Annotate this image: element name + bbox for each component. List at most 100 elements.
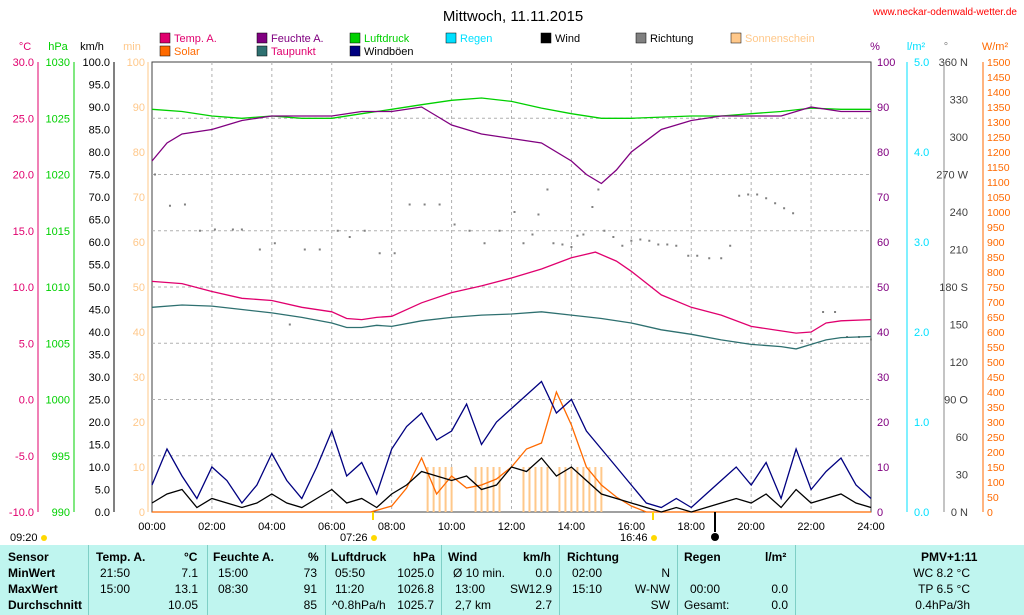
time-tick-label: 02:00 <box>198 521 226 533</box>
legend-label: Sonnenschein <box>745 33 815 45</box>
max-feuchte-time: 08:30 <box>218 582 249 596</box>
time-tick-label: 20:00 <box>737 521 765 533</box>
solar-tick-label: 900 <box>987 237 1005 249</box>
header-feuchte-unit: % <box>308 550 319 564</box>
wind-tick-label: 75.0 <box>89 170 110 182</box>
time-tick-label: 18:00 <box>677 521 705 533</box>
wind-tick-label: 95.0 <box>89 80 110 92</box>
legend-swatch <box>159 32 171 44</box>
solar-axis-unit: W/m² <box>982 41 1009 53</box>
column-divider <box>88 545 89 615</box>
direction-point <box>675 244 678 247</box>
sunshine-tick-label: 100 <box>127 57 145 69</box>
legend-swatch <box>540 32 552 44</box>
direction-point <box>522 242 525 245</box>
rain-tick-label: 0.0 <box>914 507 929 519</box>
humidity-tick-label: 40 <box>877 327 889 339</box>
humidity-line <box>151 106 871 185</box>
wind-tick-label: 5.0 <box>95 485 110 497</box>
header-richtung: Richtung <box>567 550 619 564</box>
direction-point <box>582 233 585 236</box>
humidity-tick-label: 90 <box>877 102 889 114</box>
legend-label: Feuchte A. <box>271 33 324 45</box>
solar-tick-label: 1000 <box>987 207 1011 219</box>
header-regen-unit: l/m² <box>765 550 787 564</box>
direction-point <box>498 229 501 232</box>
direction-tick-label: 180 S <box>939 282 968 294</box>
direction-point <box>576 234 579 237</box>
column-divider <box>325 545 326 615</box>
min-richtung-time: 02:00 <box>572 566 603 580</box>
solar-tick-label: 650 <box>987 312 1005 324</box>
max-wind-direction: SW <box>510 582 530 596</box>
direction-point <box>765 197 768 200</box>
sunshine-tick-label: 10 <box>133 462 145 474</box>
min-feuchte-time: 15:00 <box>218 566 249 580</box>
direction-point <box>303 248 306 251</box>
wind-tick-label: 25.0 <box>89 395 110 407</box>
wind-tick-label: 10.0 <box>89 462 110 474</box>
solar-tick-label: 450 <box>987 372 1005 384</box>
wind-tick-label: 15.0 <box>89 440 110 452</box>
max-richtung-time: 15:10 <box>572 582 603 596</box>
direction-point <box>393 252 396 255</box>
humidity-tick-label: 30 <box>877 372 889 384</box>
wind-tick-label: 50.0 <box>89 282 110 294</box>
sunshine-tick-label: 60 <box>133 237 145 249</box>
rain-axis-unit: l/m² <box>907 41 926 53</box>
legend-label: Windböen <box>364 46 414 58</box>
pressure-tick-label: 1010 <box>46 282 70 294</box>
temp-tick-label: -5.0 <box>15 451 34 463</box>
header-temp: Temp. A. <box>96 550 146 564</box>
direction-point <box>822 311 825 313</box>
column-divider <box>207 545 208 615</box>
legend-swatch <box>349 32 361 44</box>
legend-label: Luftdruck <box>364 33 410 45</box>
solar-tick-label: 0 <box>987 507 993 519</box>
solar-tick-label: 1350 <box>987 102 1011 114</box>
wind-tick-label: 40.0 <box>89 327 110 339</box>
column-divider <box>677 545 678 615</box>
temp-tick-label: 15.0 <box>13 226 34 238</box>
pmv-windchill: WC 8.2 °C <box>913 566 970 580</box>
wind-line <box>151 457 872 513</box>
wind-axis-unit: km/h <box>80 41 104 53</box>
pressure-axis-unit: hPa <box>48 41 68 53</box>
avg-feuchte-value: 85 <box>303 598 317 612</box>
row-avg-label: Durchschnitt <box>8 598 83 612</box>
wind-tick-label: 35.0 <box>89 350 110 362</box>
direction-point <box>738 194 741 197</box>
time-tick-label: 04:00 <box>258 521 286 533</box>
time-tick-label: 06:00 <box>318 521 346 533</box>
direction-point <box>834 311 837 313</box>
direction-point <box>378 252 381 255</box>
wind-tick-label: 55.0 <box>89 260 110 272</box>
moon-icon <box>711 533 719 541</box>
min-temp-value: 7.1 <box>181 566 198 580</box>
direction-point <box>570 246 573 248</box>
avg-regen-value: 0.0 <box>771 598 788 612</box>
max-temp-time: 15:00 <box>100 582 131 596</box>
direction-point <box>240 228 243 231</box>
temp-tick-label: 0.0 <box>19 395 34 407</box>
solar-tick-label: 1250 <box>987 132 1011 144</box>
statistics-table: Sensor Temp. A. °C Feuchte A. % Luftdruc… <box>0 545 1024 615</box>
solar-tick-label: 1100 <box>987 177 1010 189</box>
legend-swatch <box>256 45 268 57</box>
min-temp-time: 21:50 <box>100 566 131 580</box>
direction-point <box>612 236 615 238</box>
solar-tick-label: 550 <box>987 342 1005 354</box>
humidity-tick-label: 50 <box>877 282 889 294</box>
direction-point <box>747 193 750 196</box>
direction-point <box>783 207 786 210</box>
sun-icon <box>41 535 47 541</box>
time-tick-label: 10:00 <box>438 521 466 533</box>
max-druck-value: 1026.8 <box>397 582 434 596</box>
direction-point <box>153 173 156 176</box>
temp-tick-label: 25.0 <box>13 113 34 125</box>
avg-wind-value: 2.7 <box>535 598 552 612</box>
noon-label: 09:20 <box>10 532 38 544</box>
solar-tick-label: 200 <box>987 447 1005 459</box>
humidity-tick-label: 10 <box>877 462 889 474</box>
temp-tick-label: 5.0 <box>19 338 34 350</box>
